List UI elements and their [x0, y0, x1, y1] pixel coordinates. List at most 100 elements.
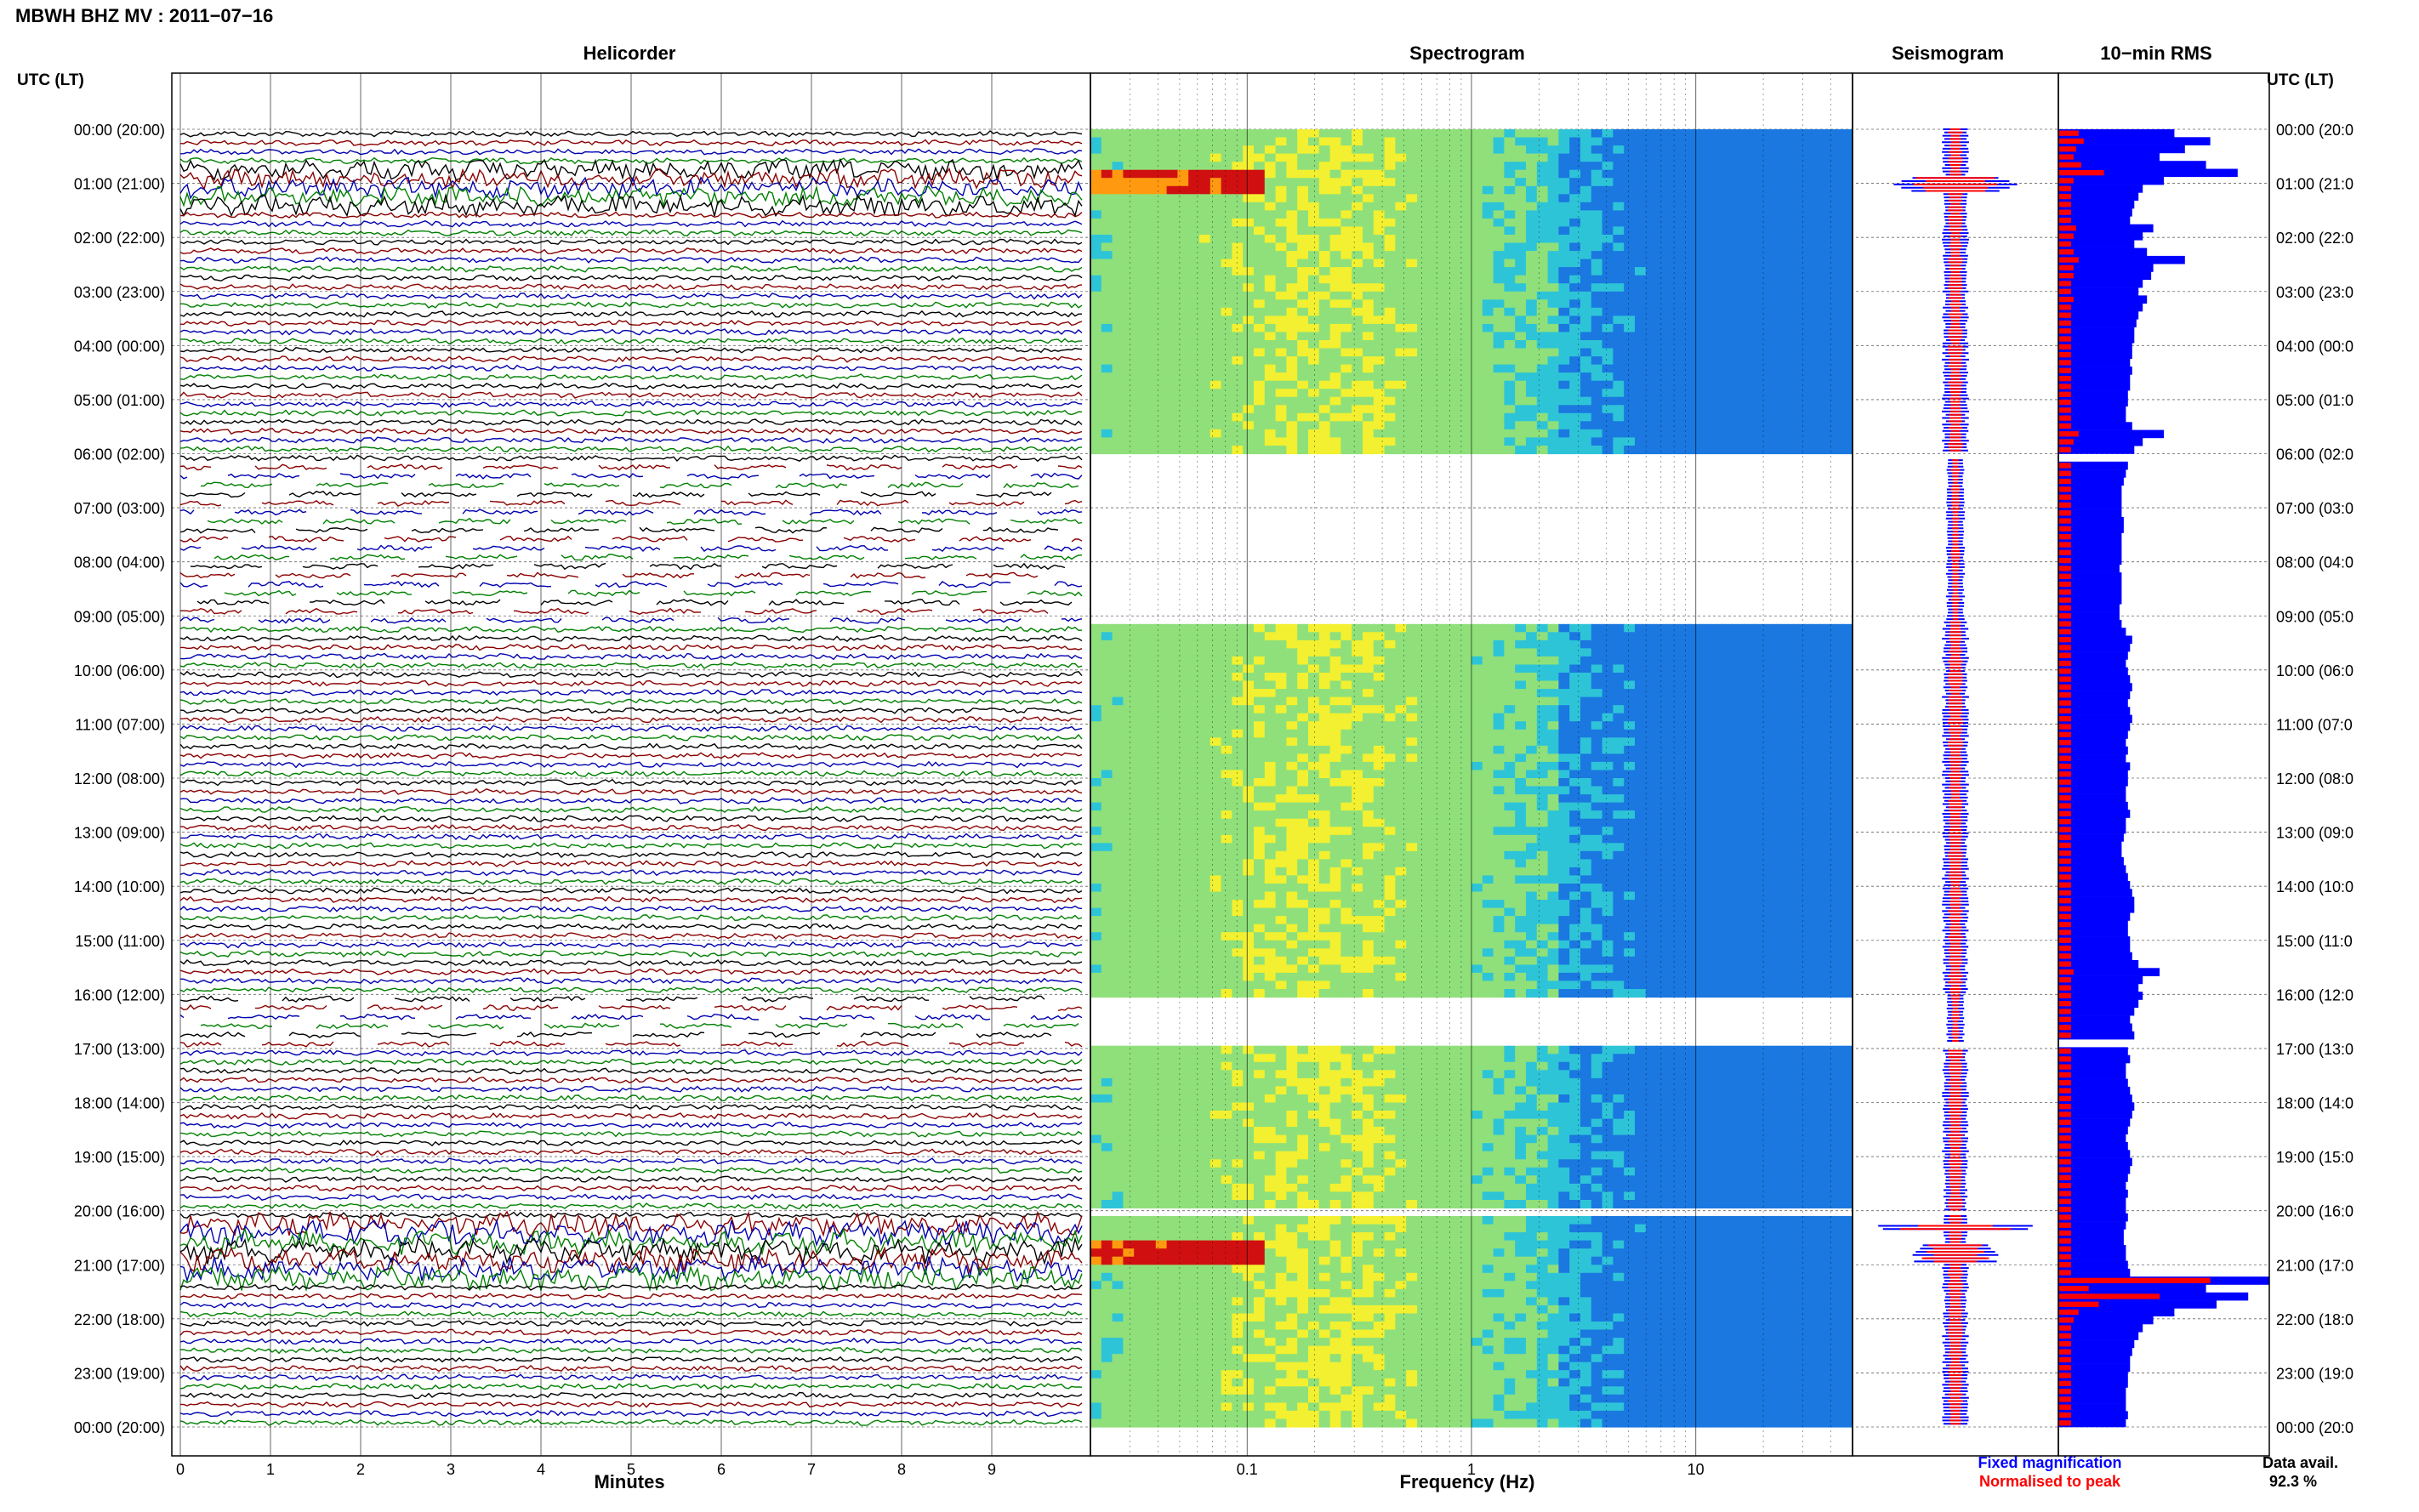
spectrogram-cell	[1101, 429, 1113, 438]
spectrogram-cell	[1166, 145, 1178, 155]
spectrogram-cell	[1765, 778, 1777, 787]
spectrogram-cell	[1558, 332, 1570, 341]
spectrogram-cell	[1613, 446, 1625, 455]
spectrogram-cell	[1787, 267, 1799, 276]
spectrogram-cell	[1515, 185, 1527, 195]
spectrogram-cell	[1460, 307, 1472, 316]
spectrogram-cell	[1318, 323, 1331, 333]
figure-title: MBWH BHZ MV : 2011−07−16	[15, 5, 273, 26]
spectrogram-cell	[1406, 623, 1418, 633]
spectrogram-cell	[1635, 323, 1647, 333]
spectrogram-cell	[1776, 315, 1788, 325]
spectrogram-cell	[1427, 429, 1440, 438]
spectrogram-cell	[1526, 323, 1538, 333]
spectrogram-cell	[1624, 242, 1636, 252]
spectrogram-cell	[1547, 185, 1559, 195]
spectrogram-cell	[1318, 283, 1331, 293]
spectrogram-cell	[1199, 729, 1211, 738]
spectrogram-cell	[1188, 639, 1200, 649]
spectrogram-cell	[1177, 226, 1189, 236]
spectrogram-cell	[1722, 794, 1733, 804]
spectrogram-cell	[1363, 185, 1375, 195]
spectrogram-cell	[1722, 770, 1733, 779]
spectrogram-cell	[1591, 405, 1603, 414]
spectrogram-cell	[1090, 405, 1102, 414]
spectrogram-cell	[1264, 713, 1277, 722]
spectrogram-cell	[1427, 162, 1440, 171]
spectrogram-cell	[1134, 412, 1146, 422]
spectrogram-cell	[1134, 421, 1146, 430]
spectrogram-cell	[1744, 340, 1756, 350]
spectrogram-cell	[1471, 770, 1483, 779]
spectrogram-cell	[1145, 153, 1157, 162]
spectrogram-cell	[1482, 235, 1494, 244]
spectrogram-cell	[1232, 210, 1244, 219]
spectrogram-cell	[1134, 673, 1146, 682]
spectrogram-cell	[1580, 396, 1592, 406]
spectrogram-cell	[1580, 834, 1592, 844]
spectrogram-cell	[1645, 673, 1658, 682]
spectrogram-cell	[1460, 389, 1472, 398]
spectrogram-cell	[1699, 437, 1712, 446]
spectrogram-cell	[1645, 145, 1658, 155]
spectrogram-cell	[1199, 251, 1211, 260]
spectrogram-cell	[1297, 267, 1309, 276]
spectrogram-cell	[1340, 689, 1352, 698]
spectrogram-cell	[1264, 380, 1277, 389]
spectrogram-cell	[1101, 226, 1113, 236]
spectrogram-cell	[1243, 137, 1255, 146]
spectrogram-cell	[1645, 737, 1658, 747]
spectrogram-cell	[1841, 283, 1853, 293]
spectrogram-cell	[1395, 656, 1407, 665]
spectrogram-cell	[1776, 178, 1788, 187]
spectrogram-cell	[1515, 680, 1527, 690]
spectrogram-cell	[1145, 713, 1157, 722]
spectrogram-cell	[1427, 421, 1440, 430]
spectrogram-cell	[1547, 623, 1559, 633]
spectrogram-cell	[1155, 210, 1168, 219]
spectrogram-cell	[1264, 315, 1277, 325]
spectrogram-cell	[1765, 323, 1777, 333]
spectrogram-cell	[1297, 185, 1309, 195]
spectrogram-cell	[1699, 689, 1712, 698]
spectrogram-cell	[1602, 348, 1614, 357]
spectrogram-cell	[1373, 761, 1386, 770]
spectrogram-cell	[1558, 226, 1570, 236]
spectrogram-cell	[1526, 178, 1538, 187]
spectrogram-cell	[1352, 437, 1363, 446]
spectrogram-cell	[1602, 315, 1614, 325]
spectrogram-cell	[1308, 259, 1320, 268]
spectrogram-cell	[1602, 656, 1614, 665]
spectrogram-cell	[1275, 283, 1287, 293]
spectrogram-cell	[1112, 639, 1124, 649]
spectrogram-cell	[1558, 437, 1570, 446]
spectrogram-cell	[1264, 794, 1277, 804]
spectrogram-cell	[1765, 218, 1777, 227]
spectrogram-cell	[1210, 202, 1222, 211]
spectrogram-cell	[1275, 437, 1287, 446]
spectrogram-cell	[1264, 267, 1277, 276]
spectrogram-cell	[1733, 129, 1745, 139]
spectrogram-cell	[1645, 153, 1658, 162]
spectrogram-cell	[1656, 323, 1668, 333]
spectrogram-cell	[1340, 137, 1352, 146]
spectrogram-cell	[1493, 429, 1505, 438]
spectrogram-cell	[1613, 405, 1625, 414]
spectrogram-cell	[1155, 745, 1168, 754]
spectrogram-cell	[1155, 648, 1168, 657]
spectrogram-cell	[1221, 364, 1232, 373]
spectrogram-cell	[1264, 275, 1277, 284]
spectrogram-cell	[1101, 843, 1113, 852]
spectrogram-cell	[1254, 389, 1266, 398]
spectrogram-cell	[1526, 753, 1538, 763]
spectrogram-cell	[1363, 162, 1375, 171]
spectrogram-cell	[1363, 412, 1375, 422]
spectrogram-cell	[1536, 267, 1549, 276]
spectrogram-cell	[1232, 340, 1244, 350]
spectrogram-cell	[1286, 421, 1298, 430]
spectrogram-cell	[1232, 632, 1244, 641]
spectrogram-cell	[1318, 275, 1331, 284]
spectrogram-cell	[1427, 210, 1440, 219]
spectrogram-cell	[1515, 721, 1527, 730]
spectrogram-cell	[1188, 226, 1200, 236]
